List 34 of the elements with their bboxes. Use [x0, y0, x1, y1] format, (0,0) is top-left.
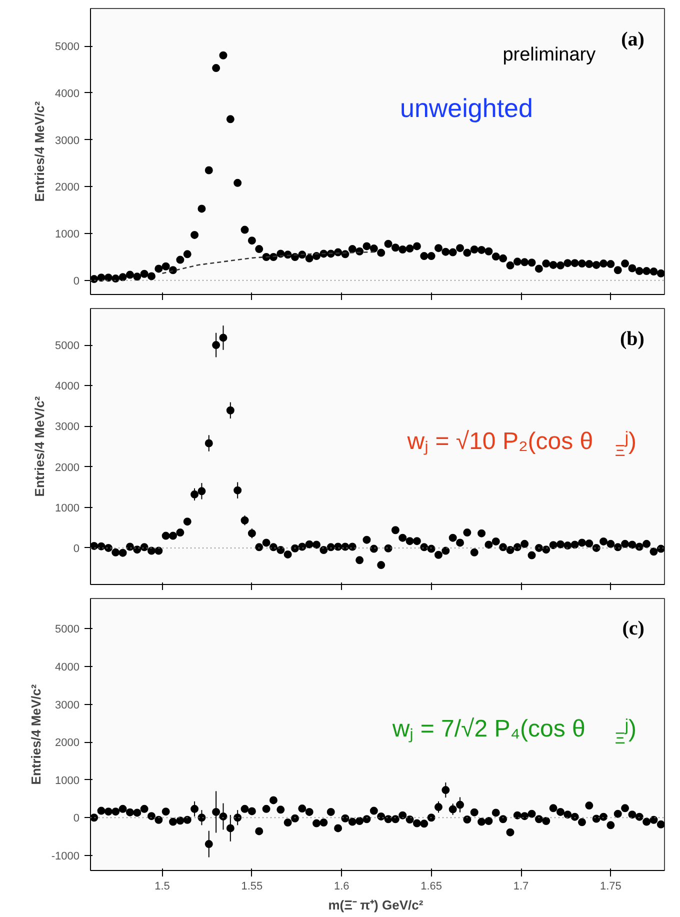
y-tick-label: -1000: [51, 850, 80, 862]
y-tick-label: 5000: [55, 41, 80, 54]
annotation: (b): [620, 328, 644, 350]
y-tick-label: 0: [73, 542, 80, 555]
y-tick-label: 1000: [55, 228, 80, 241]
y-tick-label: 3000: [55, 421, 80, 434]
x-tick-label: 1.5: [154, 880, 170, 892]
annotation: (c): [622, 618, 644, 640]
x-axis-title: m(Ξ⁻ π⁺) GeV/c²: [328, 898, 424, 912]
y-tick-label: 2000: [55, 182, 80, 194]
annotation: preliminary: [502, 44, 596, 66]
annotation: (a): [621, 28, 644, 51]
y-tick-label: 5000: [55, 624, 80, 636]
y-tick-label: 1000: [55, 502, 80, 514]
x-tick-label: 1.65: [420, 880, 442, 892]
y-tick-label: 4000: [55, 380, 80, 393]
x-tick-label: 1.6: [334, 880, 350, 892]
y-tick-label: 2000: [55, 462, 80, 474]
annotation: unweighted: [400, 92, 533, 123]
y-axis-title: Entries/4 MeV/c²: [32, 396, 48, 497]
x-tick-label: 1.7: [513, 880, 529, 892]
y-axis-title: Entries/4 MeV/c²: [28, 684, 44, 785]
y-tick-label: 4000: [55, 88, 80, 100]
y-axis-title: Entries/4 MeV/c²: [32, 100, 48, 202]
y-tick-label: 3000: [55, 699, 80, 712]
y-tick-label: 1000: [55, 774, 80, 787]
y-tick-label: 2000: [55, 737, 80, 750]
y-tick-label: 0: [73, 275, 80, 288]
x-tick-label: 1.55: [241, 880, 263, 892]
y-tick-label: 4000: [55, 662, 80, 674]
y-tick-label: 0: [73, 812, 80, 825]
y-tick-label: 3000: [55, 134, 80, 147]
x-tick-label: 1.75: [600, 880, 622, 892]
y-tick-label: 5000: [55, 340, 80, 352]
